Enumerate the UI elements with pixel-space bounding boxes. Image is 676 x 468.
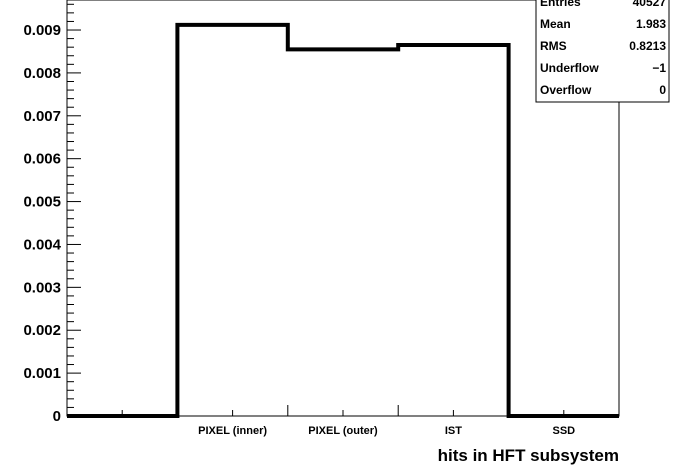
y-tick-label: 0.005 <box>23 194 61 211</box>
stats-label: Underflow <box>540 61 599 75</box>
stats-label: Overflow <box>540 83 592 97</box>
stats-box: Entries 40527 Mean 1.983 RMS 0.8213 Underflow −… <box>535 0 670 103</box>
x-category-labels: PIXEL (inner) PIXEL (outer) IST SSD <box>198 425 575 437</box>
y-tick-label: 0.007 <box>23 108 61 125</box>
stats-value: −1 <box>652 61 666 75</box>
stats-label: Entries <box>540 0 581 9</box>
y-tick-label: 0.002 <box>23 322 61 339</box>
y-axis: 0 0.001 0.002 0.003 0.004 0.005 0.006 0.007 0.00… <box>23 3 81 425</box>
x-axis-title: hits in HFT subsystem <box>438 446 619 465</box>
histogram-step-line <box>67 22 619 418</box>
y-tick-label: 0.001 <box>23 365 61 382</box>
x-axis <box>121 405 565 416</box>
stats-label: Mean <box>540 17 571 31</box>
y-tick-label: 0 <box>53 408 61 425</box>
y-tick-label: 0.008 <box>23 65 61 82</box>
stats-box-frame <box>535 0 670 103</box>
x-category-label: PIXEL (outer) <box>308 425 378 437</box>
y-tick-label: 0.006 <box>23 151 61 168</box>
stats-value: 40527 <box>633 0 667 9</box>
stats-value: 1.983 <box>636 17 666 31</box>
stats-value: 0.8213 <box>629 39 666 53</box>
stats-value: 0 <box>659 83 666 97</box>
x-category-label: IST <box>445 425 462 437</box>
y-tick-label: 0.003 <box>23 279 61 296</box>
x-category-label: SSD <box>552 425 575 437</box>
y-tick-label: 0.004 <box>23 236 61 253</box>
y-tick-label: 0.009 <box>23 22 61 39</box>
x-category-label: PIXEL (inner) <box>198 425 267 437</box>
stats-label: RMS <box>540 39 567 53</box>
